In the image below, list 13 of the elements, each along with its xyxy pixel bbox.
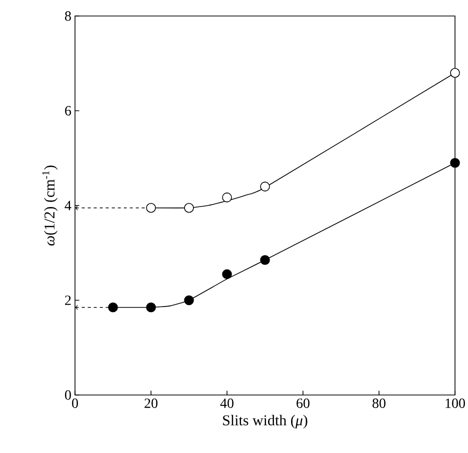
y-tick-label: 0 bbox=[65, 390, 71, 400]
x-tick-label: 60 bbox=[296, 398, 310, 408]
x-axis-title: Slits width (μ) bbox=[223, 414, 308, 428]
x-tick-label: 0 bbox=[72, 398, 78, 408]
x-tick-label: 100 bbox=[446, 398, 465, 408]
y-tick-label: 4 bbox=[64, 200, 72, 210]
x-tick-label: 40 bbox=[220, 398, 234, 408]
y-tick-label: 8 bbox=[65, 11, 71, 21]
y-tick-label: 2 bbox=[65, 296, 71, 305]
x-tick-label: 80 bbox=[372, 398, 386, 408]
y-tick-label: 6 bbox=[65, 106, 72, 116]
y-axis-title: ω(1/2) (cm$^{-1}$) bbox=[42, 166, 58, 246]
x-tick-label: 20 bbox=[144, 398, 158, 408]
